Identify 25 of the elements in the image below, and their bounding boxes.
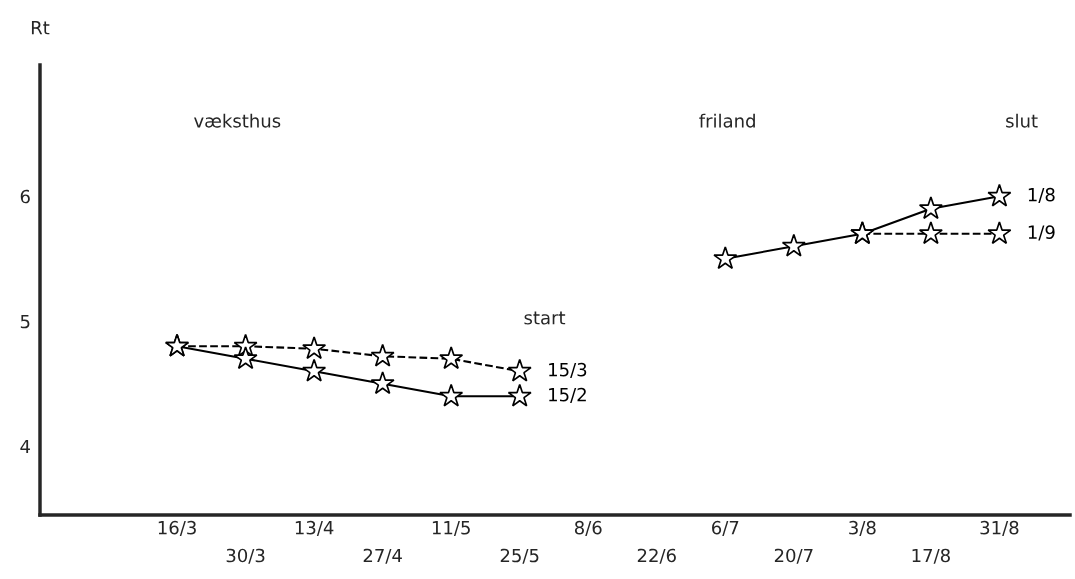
x-tick-label: 20/7 bbox=[774, 548, 813, 564]
y-tick-label: 4 bbox=[20, 439, 30, 454]
x-tick-label: 27/4 bbox=[363, 548, 402, 564]
y-axis-title: Rt bbox=[31, 21, 50, 35]
x-tick-label: 8/6 bbox=[574, 520, 602, 536]
x-tick-label: 22/6 bbox=[637, 548, 676, 564]
series-label: 1/9 bbox=[1028, 225, 1055, 241]
x-tick-label: 13/4 bbox=[295, 520, 334, 536]
series-label: 15/2 bbox=[549, 387, 586, 403]
series-label: 1/8 bbox=[1028, 187, 1055, 203]
x-tick-label: 3/8 bbox=[849, 520, 876, 536]
series-label: 15/3 bbox=[549, 362, 587, 378]
y-tick-label: 5 bbox=[20, 314, 30, 329]
x-tick-label: 30/3 bbox=[226, 548, 265, 564]
x-tick-label: 11/5 bbox=[432, 521, 470, 536]
x-tick-label: 16/3 bbox=[158, 520, 196, 536]
annotation: slut bbox=[1006, 113, 1038, 128]
annotation: start bbox=[524, 311, 566, 325]
x-tick-label: 17/8 bbox=[912, 548, 950, 564]
y-tick-label: 6 bbox=[20, 189, 30, 204]
x-tick-label: 25/5 bbox=[500, 548, 539, 564]
x-tick-label: 6/7 bbox=[712, 520, 739, 536]
x-tick-label: 31/8 bbox=[980, 520, 1019, 536]
annotation: friland bbox=[699, 113, 755, 128]
annotation: væksthus bbox=[194, 113, 281, 128]
